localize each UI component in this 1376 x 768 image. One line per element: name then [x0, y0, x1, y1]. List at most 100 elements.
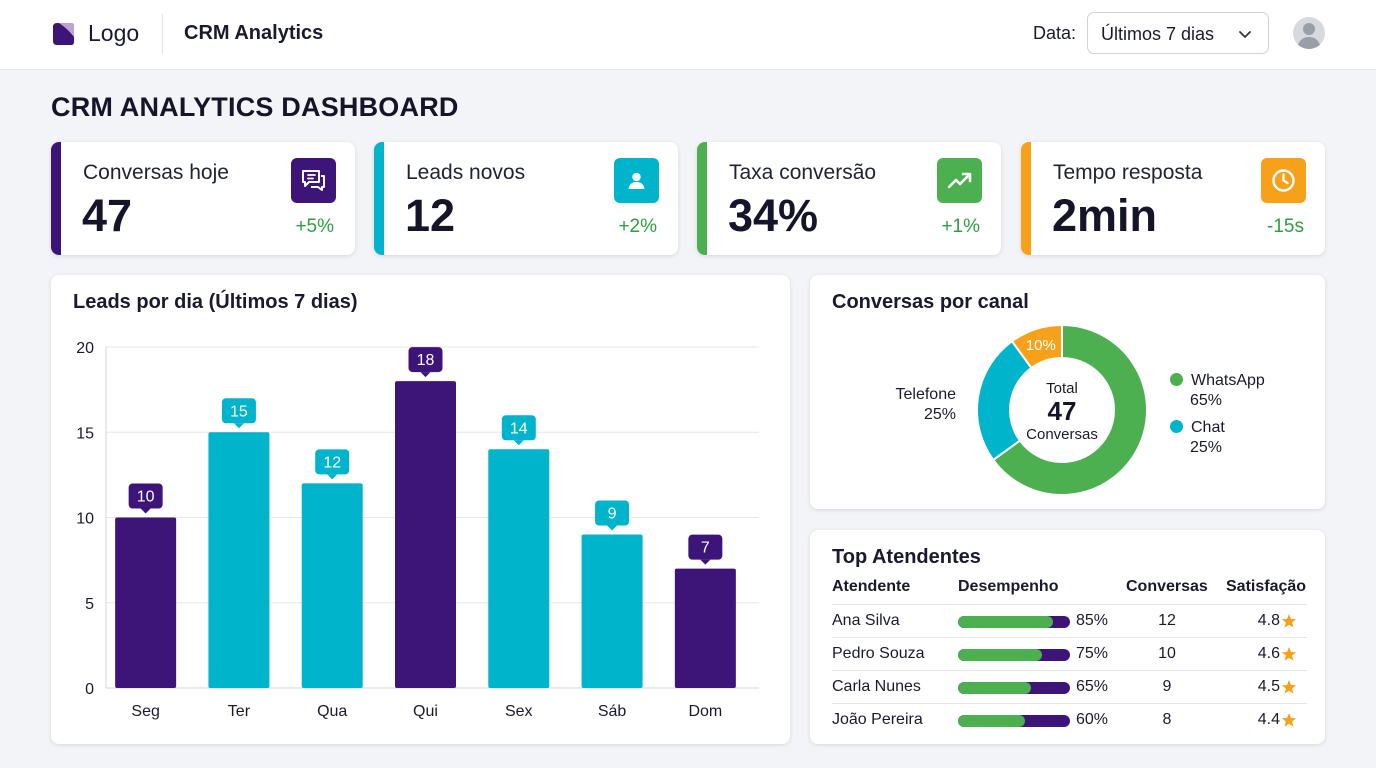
table-row[interactable]: Carla Nunes 65% 9 4.5: [832, 670, 1307, 703]
performance-fill: [958, 715, 1026, 727]
data-label: 9: [608, 506, 617, 523]
agent-name: Pedro Souza: [832, 645, 925, 662]
data-label: 14: [510, 420, 528, 437]
table-row[interactable]: Pedro Souza 75% 10 4.6: [832, 637, 1307, 670]
kpi-value: 34%: [728, 190, 819, 241]
kpi-label: Taxa conversão: [729, 161, 877, 184]
bar[interactable]: [488, 449, 550, 688]
kpi-label: Leads novos: [406, 161, 526, 184]
data-label: 12: [323, 454, 341, 471]
kpi-delta: +5%: [295, 216, 334, 237]
performance-fill: [958, 616, 1054, 628]
data-label-pointer: [327, 474, 338, 480]
col-header-agent[interactable]: Atendente: [832, 578, 911, 595]
kpi-card-leads[interactable]: Leads novos 12 +2%: [374, 142, 678, 255]
x-tick-label: Ter: [228, 703, 251, 720]
satisfaction-score: 4.6: [1257, 645, 1280, 662]
star-icon: [1281, 647, 1297, 661]
data-label: 10: [137, 489, 155, 506]
data-label-pointer: [140, 508, 151, 514]
satisfaction-score: 4.8: [1257, 612, 1280, 629]
performance-bar: [958, 649, 1070, 661]
slice-telefone[interactable]: [976, 339, 1033, 462]
star-icon: [1281, 680, 1297, 694]
date-range-select[interactable]: Últimos 7 dias: [1087, 12, 1269, 54]
data-label-bubble: [595, 500, 630, 526]
top-header: Logo CRM Analytics Data: Últimos 7 dias: [0, 0, 1376, 70]
performance-bar: [958, 616, 1070, 628]
legend-swatch: [1170, 373, 1183, 386]
legend-name: Telefone: [895, 386, 957, 403]
conversation-count: 10: [1158, 645, 1176, 662]
slice-label: 10%: [1026, 337, 1056, 354]
agent-name: Carla Nunes: [832, 678, 921, 695]
col-header-satisfaction[interactable]: Satisfação: [1226, 578, 1307, 595]
bar[interactable]: [301, 483, 363, 688]
logo-icon[interactable]: [50, 21, 76, 47]
header-divider: [162, 14, 163, 54]
chat-icon: [291, 158, 336, 203]
performance-pct: 85%: [1076, 612, 1109, 629]
logo-text[interactable]: Logo: [88, 20, 140, 46]
performance-bar: [958, 715, 1070, 727]
slice-whatsapp[interactable]: [991, 323, 1148, 496]
x-tick-label: Qua: [317, 703, 347, 720]
conversation-count: 9: [1162, 678, 1172, 695]
bar[interactable]: [581, 534, 643, 688]
data-label: 15: [230, 403, 248, 420]
kpi-card-conversion-rate[interactable]: Taxa conversão 34% +1%: [697, 142, 1001, 255]
clock-icon: [1261, 158, 1306, 203]
legend-swatch: [1170, 420, 1183, 433]
channels-chart-card: Conversas por canal 10% Total 47 Conversas …: [810, 275, 1325, 509]
conversation-count: 12: [1158, 612, 1176, 629]
bar[interactable]: [395, 381, 456, 688]
y-tick-label: 20: [76, 340, 94, 357]
performance-bar: [958, 682, 1070, 694]
data-label-bubble: [408, 347, 443, 373]
table-row[interactable]: João Pereira 60% 8 4.4: [832, 703, 1307, 736]
data-label-pointer: [420, 372, 431, 378]
agent-name: Ana Silva: [832, 612, 900, 629]
performance-pct: 60%: [1076, 711, 1109, 728]
data-label-bubble: [688, 534, 723, 560]
bar[interactable]: [115, 517, 177, 689]
trend-up-icon: [937, 158, 982, 203]
kpi-accent-bar: [1021, 142, 1031, 255]
bar[interactable]: [674, 568, 736, 688]
kpi-value: 47: [82, 190, 133, 241]
legend-chat[interactable]: Chat 25%: [1170, 418, 1225, 458]
leads-chart-card: Leads por dia (Últimos 7 dias) 0 5 10 15 20 1…: [51, 275, 790, 744]
x-tick-label: Seg: [131, 703, 159, 720]
app-title: CRM Analytics: [184, 22, 324, 44]
user-icon: [614, 158, 659, 203]
star-icon: [1281, 713, 1297, 727]
kpi-accent-bar: [697, 142, 707, 255]
kpi-card-conversations[interactable]: Conversas hoje 47 +5%: [51, 142, 355, 255]
data-label-pointer: [700, 559, 711, 565]
user-avatar[interactable]: [1293, 17, 1325, 49]
col-header-conversations[interactable]: Conversas: [1126, 578, 1208, 595]
kpi-label: Tempo resposta: [1053, 161, 1203, 184]
satisfaction-score: 4.4: [1257, 711, 1280, 728]
bar[interactable]: [208, 432, 270, 688]
data-label-bubble: [501, 415, 536, 441]
data-label-bubble: [128, 483, 163, 509]
y-tick-label: 15: [76, 425, 94, 442]
donut-center-top: Total: [1046, 380, 1078, 397]
slice-other[interactable]: [1010, 323, 1063, 370]
kpi-card-response-time[interactable]: Tempo resposta 2min -15s: [1021, 142, 1325, 255]
x-tick-label: Sáb: [598, 703, 627, 720]
page-title: CRM ANALYTICS DASHBOARD: [51, 92, 459, 122]
data-label-bubble: [315, 449, 350, 475]
col-header-performance[interactable]: Desempenho: [958, 578, 1059, 595]
x-tick-label: Sex: [505, 703, 533, 720]
table-row[interactable]: Ana Silva 85% 12 4.8: [832, 604, 1307, 637]
agent-name: João Pereira: [832, 711, 923, 728]
satisfaction-score: 4.5: [1257, 678, 1280, 695]
data-label: 7: [701, 540, 710, 557]
data-label-pointer: [513, 440, 524, 446]
kpi-label: Conversas hoje: [83, 161, 229, 184]
kpi-value: 2min: [1052, 190, 1158, 241]
legend-whatsapp[interactable]: WhatsApp 65%: [1170, 371, 1265, 411]
